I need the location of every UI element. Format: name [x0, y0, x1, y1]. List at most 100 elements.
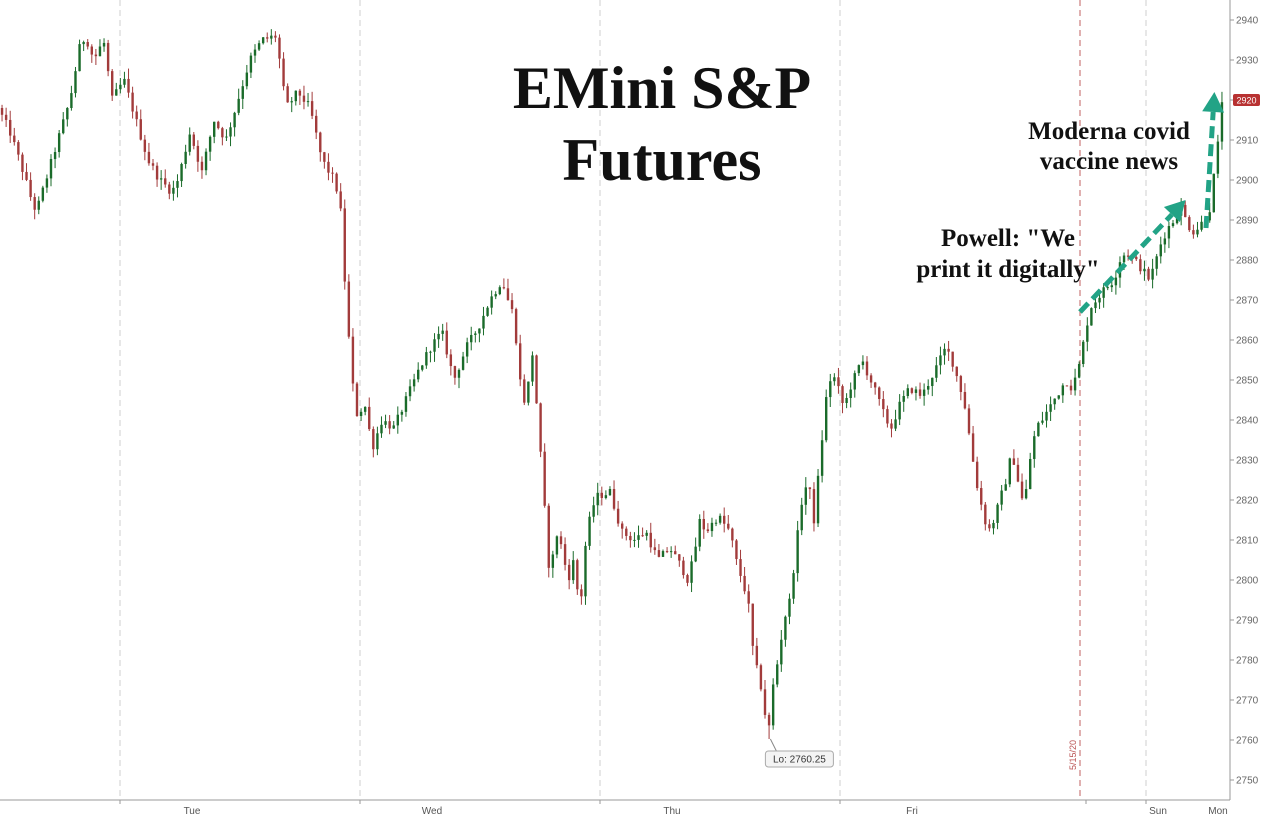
candle [1184, 200, 1187, 218]
powell-annotation-line-2: print it digitally" [916, 256, 1099, 283]
candle [771, 678, 775, 730]
candle [331, 167, 334, 183]
candle [270, 29, 273, 45]
candle [486, 306, 489, 317]
candle [1069, 379, 1073, 395]
candle [1090, 307, 1093, 326]
candle [274, 31, 277, 43]
candle [833, 373, 836, 386]
candle [176, 174, 179, 198]
candle [572, 551, 575, 584]
candle [514, 307, 518, 346]
candle [955, 366, 958, 382]
x-tick-label: Fri [906, 806, 918, 815]
candle [922, 383, 926, 406]
candle [1220, 91, 1224, 150]
candle [1147, 266, 1150, 282]
candle [323, 151, 326, 169]
candle [963, 383, 967, 410]
candle [829, 373, 832, 407]
candle [506, 278, 510, 301]
candle [584, 541, 587, 605]
candle [714, 519, 718, 527]
candle [1004, 478, 1007, 491]
candle [151, 159, 155, 171]
chart-title: EMini S&P Futures [513, 55, 811, 193]
candle [1024, 479, 1028, 500]
candle [816, 469, 820, 528]
candle [339, 183, 342, 212]
moderna-annotation-line-2: vaccine news [1040, 148, 1178, 175]
candle [645, 530, 648, 541]
candle [327, 153, 330, 181]
candle [168, 181, 171, 200]
candle [527, 381, 530, 406]
candle [837, 367, 840, 394]
candle [894, 409, 897, 432]
candle [315, 109, 318, 140]
candle [29, 172, 32, 201]
candle [992, 519, 995, 535]
candle [266, 32, 269, 43]
candle [625, 526, 628, 541]
candle [510, 293, 514, 314]
candle [453, 365, 457, 385]
candle [621, 521, 624, 539]
candle [368, 397, 371, 432]
candle [82, 40, 85, 52]
candle [94, 48, 98, 66]
candle [890, 419, 893, 438]
candle [13, 127, 16, 146]
candle [547, 503, 550, 578]
candle [702, 510, 705, 539]
candle [180, 162, 183, 187]
candle [939, 346, 942, 375]
candle [172, 180, 175, 201]
candle [225, 129, 228, 142]
candle [208, 135, 212, 161]
candle [408, 379, 412, 402]
candle [384, 414, 387, 429]
candle [429, 350, 432, 363]
candle [596, 482, 599, 516]
candle [482, 306, 485, 336]
candle [698, 514, 701, 552]
candle [669, 546, 673, 558]
candle [196, 140, 200, 172]
candle [9, 110, 12, 143]
candle [98, 39, 102, 57]
candle [776, 660, 779, 688]
candle [1159, 236, 1162, 264]
candle [604, 490, 608, 500]
x-tick-label: Sun [1149, 806, 1167, 815]
candle [1139, 254, 1142, 275]
candle [127, 68, 130, 98]
candle [767, 712, 771, 739]
candle [241, 80, 244, 109]
candle [551, 550, 555, 578]
candle [392, 421, 395, 429]
candle [449, 349, 453, 376]
candle [1000, 484, 1003, 511]
session-dividers [119, 0, 1147, 800]
candle [359, 408, 363, 421]
moderna-annotation-line-1: Moderna covid [1028, 118, 1190, 145]
candle [649, 522, 652, 553]
candle [278, 34, 281, 69]
candle [421, 364, 424, 372]
candle [739, 549, 742, 583]
candle [363, 406, 367, 416]
candle [759, 663, 763, 692]
y-tick-label: 2810 [1236, 536, 1259, 547]
y-tick-label: 2840 [1236, 416, 1259, 427]
candle [845, 393, 848, 409]
candle [45, 174, 49, 193]
candle [0, 104, 4, 122]
candle [861, 355, 865, 370]
candle [351, 328, 355, 392]
candle [984, 501, 987, 531]
candle [502, 278, 506, 290]
low-marker-box [764, 750, 834, 768]
candle [106, 39, 110, 77]
y-tick-label: 2780 [1236, 656, 1259, 667]
